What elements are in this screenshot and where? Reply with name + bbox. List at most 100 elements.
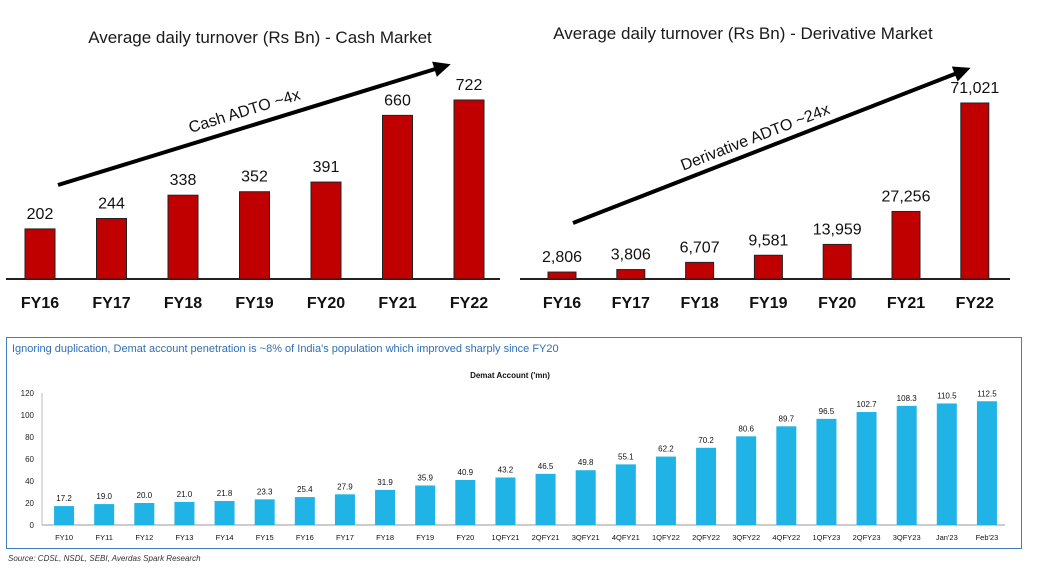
deriv-data-label: 6,707 <box>680 239 720 256</box>
demat-bar <box>535 473 556 525</box>
deriv-bar <box>547 271 577 280</box>
deriv-data-label: 13,959 <box>813 221 862 238</box>
cash-bar <box>167 194 199 280</box>
demat-x-tick-label: Jan'23 <box>936 533 958 542</box>
demat-x-tick-label: 1QFY22 <box>652 533 680 542</box>
deriv-arrow-head <box>951 66 971 82</box>
demat-x-tick-label: 3QFY23 <box>893 533 921 542</box>
demat-data-label: 17.2 <box>56 494 72 503</box>
demat-x-tick-label: FY16 <box>296 533 314 542</box>
demat-data-label: 62.2 <box>658 445 674 454</box>
cash-bar <box>96 218 127 280</box>
demat-data-label: 40.9 <box>458 468 474 477</box>
demat-bar <box>375 489 396 525</box>
deriv-data-label: 27,256 <box>882 188 931 205</box>
demat-bar <box>976 401 997 525</box>
demat-data-label: 25.4 <box>297 485 313 494</box>
demat-x-tick-label: FY18 <box>376 533 394 542</box>
cash-bar <box>310 181 342 280</box>
cash-market-chart: 202 FY16 244 FY17 338 FY18 352 FY19 391 FY20 660 FY… <box>6 61 500 312</box>
cash-chart-title: Average daily turnover (Rs Bn) - Cash Ma… <box>88 28 432 47</box>
demat-bar <box>294 497 315 525</box>
cash-tick-label: FY20 <box>307 295 345 312</box>
demat-y-tick-label: 20 <box>25 499 34 508</box>
demat-x-tick-label: 2QFY23 <box>853 533 881 542</box>
demat-data-label: 49.8 <box>578 458 594 467</box>
demat-x-tick-label: 1QFY23 <box>812 533 840 542</box>
derivative-chart-title: Average daily turnover (Rs Bn) - Derivat… <box>553 24 933 43</box>
demat-x-tick-label: 3QFY21 <box>572 533 600 542</box>
cash-tick-label: FY21 <box>378 295 416 312</box>
demat-bar <box>455 480 476 525</box>
deriv-tick-label: FY20 <box>818 295 856 312</box>
cash-arrow-head <box>432 61 451 77</box>
demat-bar <box>896 405 917 525</box>
deriv-tick-label: FY17 <box>612 295 650 312</box>
demat-y-tick-label: 100 <box>21 411 35 420</box>
deriv-data-label: 9,581 <box>748 232 788 249</box>
demat-bar <box>415 485 436 525</box>
demat-x-tick-label: 4QFY21 <box>612 533 640 542</box>
demat-bar <box>856 412 877 525</box>
demat-x-tick-label: FY20 <box>456 533 474 542</box>
demat-y-tick-label: 40 <box>25 477 34 486</box>
demat-data-label: 21.0 <box>177 490 193 499</box>
demat-x-tick-label: 3QFY22 <box>732 533 760 542</box>
deriv-bar <box>753 254 783 280</box>
cash-data-label: 660 <box>384 92 411 109</box>
demat-y-tick-label: 60 <box>25 455 34 464</box>
demat-bar <box>94 504 115 525</box>
demat-x-tick-label: 2QFY21 <box>532 533 560 542</box>
demat-x-tick-label: FY19 <box>416 533 434 542</box>
demat-bar <box>254 499 275 525</box>
demat-bar <box>334 494 355 525</box>
demat-x-tick-label: FY12 <box>135 533 153 542</box>
source-note: Source: CDSL, NSDL, SEBI, Averdas Spark … <box>8 554 201 563</box>
deriv-tick-label: FY18 <box>680 295 718 312</box>
deriv-tick-label: FY19 <box>749 295 787 312</box>
demat-data-label: 102.7 <box>857 400 878 409</box>
cash-data-label: 202 <box>27 206 54 223</box>
demat-bar <box>174 501 195 525</box>
demat-x-tick-label: FY11 <box>96 533 113 542</box>
demat-chart-title: Demat Account ('mn) <box>470 371 550 380</box>
cash-bar <box>239 191 270 280</box>
cash-tick-label: FY16 <box>21 295 59 312</box>
demat-data-label: 80.6 <box>738 424 754 433</box>
demat-data-label: 96.5 <box>819 407 835 416</box>
cash-data-label: 338 <box>170 172 197 189</box>
demat-data-label: 46.5 <box>538 462 554 471</box>
demat-x-tick-label: FY15 <box>256 533 274 542</box>
demat-data-label: 89.7 <box>779 414 795 423</box>
demat-bar <box>816 418 837 525</box>
cash-tick-label: FY17 <box>92 295 130 312</box>
demat-data-label: 108.3 <box>897 394 918 403</box>
deriv-bar <box>685 261 715 280</box>
demat-data-label: 31.9 <box>377 478 393 487</box>
deriv-data-label: 2,806 <box>542 249 582 266</box>
demat-bar <box>214 501 235 525</box>
demat-y-tick-label: 120 <box>21 389 35 398</box>
cash-bar <box>382 114 413 280</box>
demat-data-label: 19.0 <box>96 492 112 501</box>
demat-data-label: 23.3 <box>257 487 273 496</box>
demat-x-tick-label: Feb'23 <box>976 533 999 542</box>
demat-x-tick-label: 4QFY22 <box>772 533 800 542</box>
deriv-data-label: 71,021 <box>950 80 999 97</box>
cash-data-label: 722 <box>456 77 483 94</box>
demat-bar <box>776 426 797 525</box>
demat-bar <box>696 447 717 525</box>
cash-data-label: 391 <box>313 159 340 176</box>
demat-bar <box>575 470 596 525</box>
deriv-tick-label: FY22 <box>956 295 994 312</box>
demat-data-label: 55.1 <box>618 452 634 461</box>
cash-bar <box>24 228 56 280</box>
deriv-tick-label: FY21 <box>887 295 925 312</box>
deriv-bar <box>616 269 646 280</box>
cash-data-label: 352 <box>241 169 268 186</box>
demat-panel: Ignoring duplication, Demat account pene… <box>6 337 1022 549</box>
demat-bar <box>936 403 957 525</box>
deriv-bar <box>960 102 990 280</box>
panel-caption: Ignoring duplication, Demat account pene… <box>12 343 559 355</box>
